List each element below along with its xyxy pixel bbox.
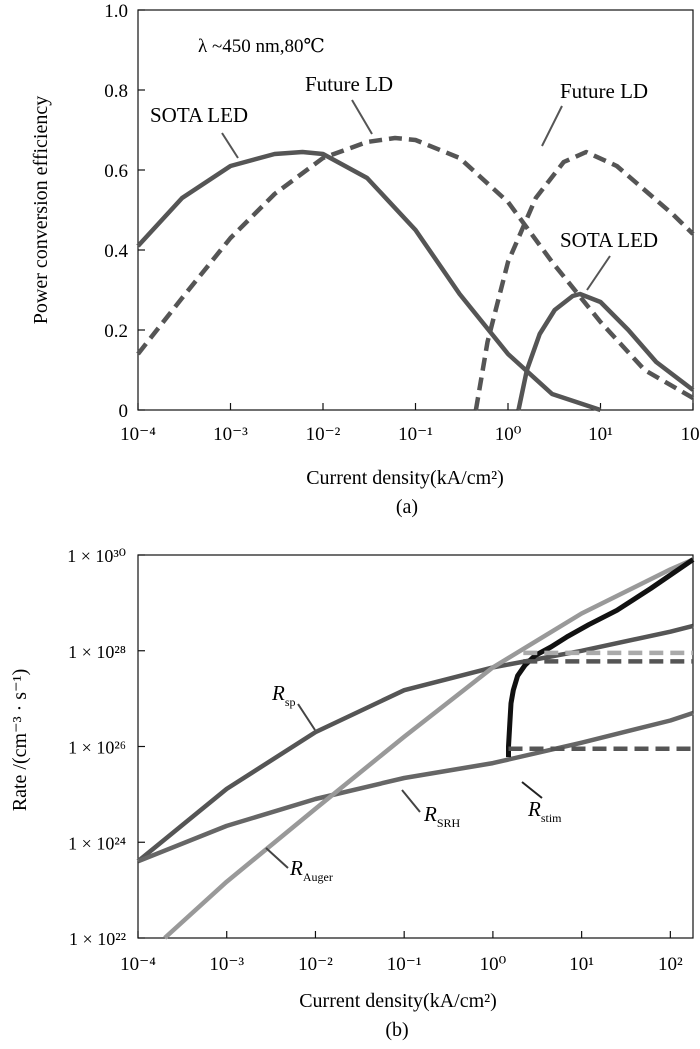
panel-a-y-tick-label: 0.4 [104, 241, 128, 262]
panel-a-x-tick-label: 10⁻² [306, 424, 341, 445]
panel-a-y-tick-label: 0.6 [104, 161, 128, 182]
panel-b-leader-r-sp [297, 703, 316, 731]
panel-a-x-tick-label: 10⁻¹ [398, 424, 433, 445]
panel-a-y-tick-label: 1.0 [104, 1, 128, 22]
panel-a-series-line-4 [516, 291, 695, 411]
r-srh-symbol: R [423, 802, 437, 826]
panel-b-label-r-auger: RAuger [289, 856, 333, 884]
panel-a-label-future-ld-right: Future LD [560, 79, 648, 103]
panel-a-y-axis-label: Power conversion efficiency [30, 96, 52, 324]
panel-b-x-tick-label: 10⁻⁴ [120, 954, 156, 975]
panel-a-label-future-ld-left: Future LD [305, 72, 393, 96]
panel-b-x-tick-label: 10⁻³ [209, 954, 244, 975]
panel-a-leader-future-ld-left [351, 99, 373, 135]
panel-b-y-tick-label: 1 × 10²⁶ [68, 738, 126, 758]
panel-b-x-tick-label: 10⁰ [480, 954, 507, 975]
panel-b-x-tick-label: 10¹ [569, 954, 594, 975]
panel-b-y-tick-label: 1 × 10³⁰ [67, 546, 126, 566]
panel-a-condition-annotation: λ ~450 nm,80℃ [198, 36, 325, 57]
panel-a-x-axis-label: Current density(kA/cm²) [306, 467, 504, 489]
panel-b-leader-r-srh [401, 789, 421, 813]
panel-a-label-sota-led-right: SOTA LED [560, 228, 658, 252]
panel-a-y-tick-label: 0 [119, 401, 129, 422]
panel-b-x-tick-label: 10⁻¹ [387, 954, 422, 975]
panel-a-x-ticks: 10⁻⁴ 10⁻³ 10⁻² 10⁻¹ 10⁰ 10¹ 10² [120, 403, 700, 445]
panel-a-series [136, 135, 695, 413]
panel-b-x-ticks: 10⁻⁴ 10⁻³ 10⁻² 10⁻¹ 10⁰ 10¹ 10² [120, 931, 683, 975]
panel-b-y-ticks: 1 × 10²² 1 × 10²⁴ 1 × 10²⁶ 1 × 10²⁸ 1 × 10³⁰ [67, 546, 145, 949]
panel-b-series [136, 557, 695, 940]
panel-b-label-r-sp: Rsp [271, 681, 296, 709]
panel-a-caption: (a) [396, 496, 418, 518]
panel-b-x-axis-label: Current density(kA/cm²) [299, 990, 497, 1012]
panel-a-leader-sota-led-left [221, 132, 239, 159]
panel-a-y-tick-label: 0.2 [104, 321, 128, 342]
r-auger-subscript: Auger [303, 870, 333, 884]
panel-a-label-sota-led-left: SOTA LED [150, 103, 248, 127]
panel-b-series-line-1 [136, 623, 694, 864]
panel-b-series-line-2 [137, 710, 694, 864]
panel-b-x-tick-label: 10² [658, 954, 683, 975]
panel-a-y-tick-label: 0.8 [104, 81, 128, 102]
panel-b-y-tick-label: 1 × 10²² [69, 929, 126, 949]
panel-b-x-tick-label: 10⁻² [298, 954, 333, 975]
panel-b-leader-r-stim [521, 781, 543, 799]
panel-b-series-line-3 [163, 557, 694, 940]
r-srh-subscript: SRH [437, 816, 461, 830]
panel-b-y-tick-label: 1 × 10²⁸ [68, 642, 126, 662]
r-sp-subscript: sp [285, 695, 296, 709]
r-stim-subscript: stim [541, 811, 562, 825]
panel-b-y-axis-label: Rate /(cm⁻³ · s⁻¹) [9, 669, 31, 812]
panel-a-leader-sota-led-right [586, 255, 611, 291]
panel-a-series-line-1 [136, 149, 602, 413]
panel-b-caption: (b) [385, 1019, 408, 1041]
panel-a-y-ticks: 0 0.2 0.4 0.6 0.8 1.0 [104, 1, 145, 422]
panel-a-x-tick-label: 10⁻³ [213, 424, 248, 445]
panel-a-x-tick-label: 10² [681, 424, 700, 445]
panel-a-x-tick-label: 10⁰ [495, 424, 522, 445]
panel-b-label-r-stim: Rstim [527, 797, 562, 825]
r-sp-symbol: R [271, 681, 285, 705]
panel-a-x-tick-label: 10¹ [588, 424, 613, 445]
panel-b-y-tick-label: 1 × 10²⁴ [68, 833, 126, 853]
panel-a-series-line-2 [136, 135, 695, 400]
panel-b-label-r-srh: RSRH [423, 802, 461, 830]
panel-a-series-line-3 [473, 149, 695, 411]
r-stim-symbol: R [527, 797, 541, 821]
panel-a-leader-future-ld-right [541, 105, 563, 147]
panel-b-leader-r-auger [265, 847, 289, 869]
r-auger-symbol: R [289, 856, 303, 880]
panel-a-frame [137, 9, 694, 411]
panel-a-chart: 10⁻⁴ 10⁻³ 10⁻² 10⁻¹ 10⁰ 10¹ 10² 0 0.2 0.4 0.6 0.8 1… [30, 1, 700, 518]
panel-a-x-tick-label: 10⁻⁴ [120, 424, 156, 445]
